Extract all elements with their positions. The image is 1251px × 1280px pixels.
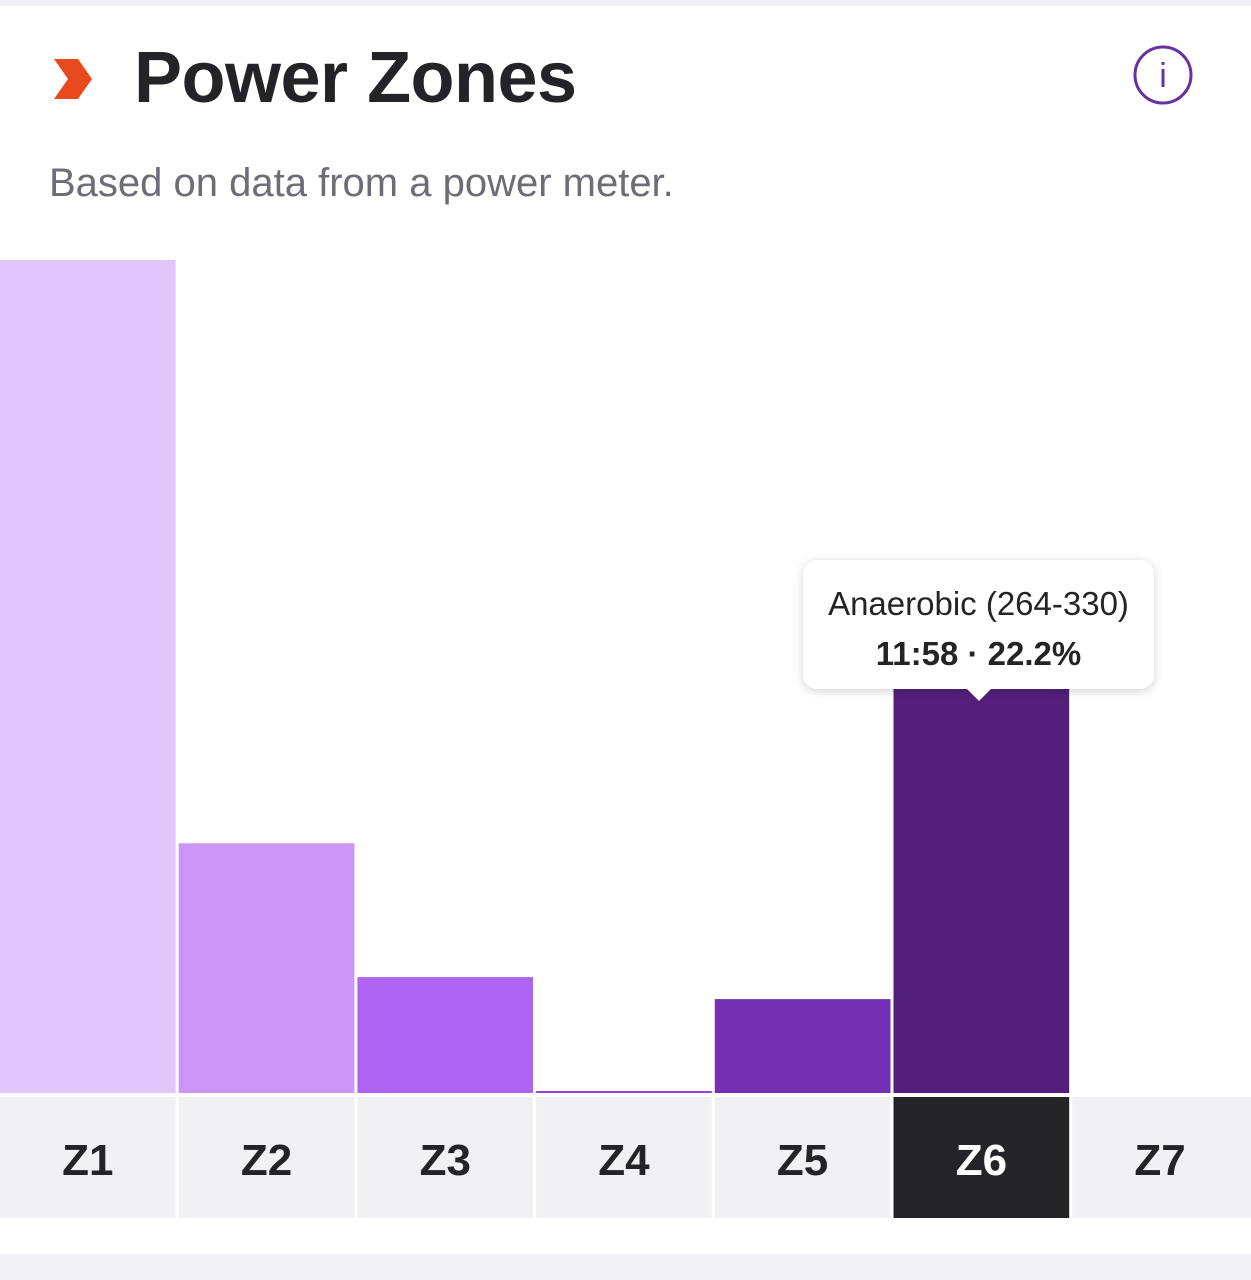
zone-labels-group: Z1 Z2 Z3 Z4 Z5 Z6 Z7 [0, 1097, 1251, 1218]
bar-z5[interactable] [714, 999, 891, 1093]
tooltip-zone-name: Anaerobic (264-330) [828, 585, 1129, 622]
zone-tab-z5[interactable] [714, 1097, 891, 1218]
zone-tab-z2[interactable] [178, 1097, 355, 1218]
zone-tab-z4[interactable] [536, 1097, 712, 1218]
zone-label-z7: Z7 [1134, 1136, 1185, 1185]
chevron-right-icon [54, 59, 92, 99]
subtitle: Based on data from a power meter. [49, 161, 674, 205]
zone-tab-z6[interactable] [893, 1097, 1070, 1218]
chevron-shape [54, 59, 92, 99]
tooltip-zone-stats: 11:58 · 22.2% [875, 635, 1082, 672]
bar-z4[interactable] [536, 1091, 712, 1093]
zone-label-z4: Z4 [598, 1136, 650, 1185]
zone-label-z3: Z3 [420, 1136, 471, 1185]
info-icon[interactable]: i [1132, 44, 1194, 106]
bar-z1[interactable] [0, 260, 176, 1093]
bar-z6[interactable] [893, 649, 1070, 1094]
bar-z3[interactable] [357, 977, 534, 1093]
zone-tooltip: Anaerobic (264-330) 11:58 · 22.2% [803, 560, 1154, 701]
zone-label-z5: Z5 [777, 1136, 828, 1185]
bar-z2[interactable] [178, 843, 355, 1093]
zone-tab-z7[interactable] [1072, 1097, 1251, 1218]
zone-tab-z3[interactable] [357, 1097, 534, 1218]
zone-tab-z1[interactable] [0, 1097, 176, 1218]
zone-label-z2: Z2 [241, 1136, 292, 1185]
zone-label-z6: Z6 [956, 1136, 1007, 1185]
info-glyph: i [1159, 57, 1167, 95]
page-title: Power Zones [134, 38, 577, 118]
zone-label-z1: Z1 [62, 1136, 113, 1185]
bars-group [0, 260, 1070, 1094]
